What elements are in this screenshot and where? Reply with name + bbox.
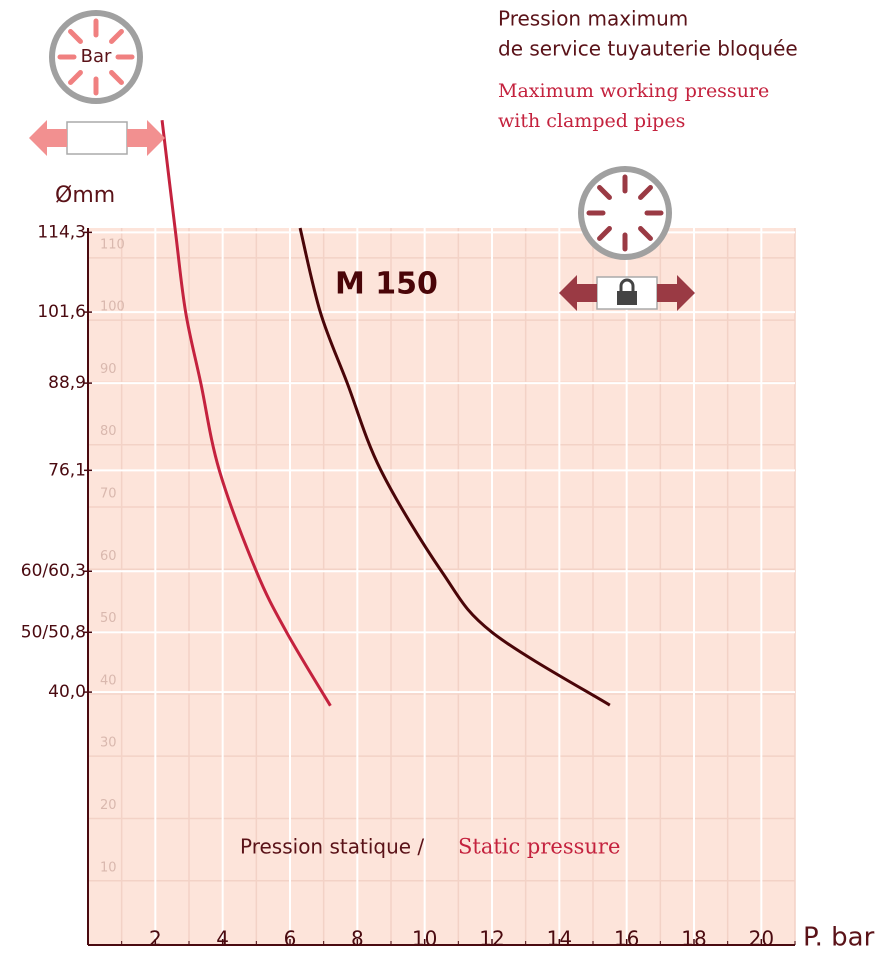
x-tick-label: 14 bbox=[547, 927, 572, 951]
lock-shackle bbox=[619, 278, 635, 291]
minor-y-tick-label: 30 bbox=[100, 736, 117, 751]
y-tick-label: 40,0 bbox=[48, 682, 86, 702]
pipe-arrow bbox=[127, 120, 165, 156]
title-fr: de service tuyauterie bloquée bbox=[498, 37, 798, 61]
x-tick-label: 16 bbox=[614, 927, 639, 951]
icon-arrow bbox=[68, 29, 83, 44]
pipe bbox=[66, 121, 128, 155]
minor-y-tick-label: 40 bbox=[100, 673, 117, 688]
bottom-en: Static pressure bbox=[458, 835, 620, 859]
y-tick-label: 88,9 bbox=[48, 373, 86, 393]
series-label: M 150 bbox=[335, 267, 438, 302]
x-tick-label: 4 bbox=[216, 927, 229, 951]
minor-y-tick-label: 100 bbox=[100, 300, 125, 315]
x-tick-label: 20 bbox=[749, 927, 774, 951]
y-tick-label: 101,6 bbox=[37, 302, 86, 322]
pipe-arrow bbox=[29, 120, 67, 156]
plot-background bbox=[88, 228, 795, 945]
y-tick-label: 60/60,3 bbox=[21, 561, 86, 581]
bottom-fr: Pression statique / bbox=[240, 835, 424, 859]
pipe-arrow bbox=[657, 275, 695, 311]
minor-y-tick-label: 10 bbox=[100, 860, 117, 875]
y-tick-label: 76,1 bbox=[48, 460, 86, 480]
x-tick-label: 6 bbox=[284, 927, 297, 951]
x-tick-label: 12 bbox=[479, 927, 504, 951]
curve bbox=[298, 227, 611, 707]
minor-y-tick-label: 60 bbox=[100, 549, 117, 564]
x-axis-label: P. bar bbox=[803, 923, 875, 953]
lock-body bbox=[617, 291, 637, 305]
y-axis-label: Ømm bbox=[55, 183, 115, 208]
icon-arrow bbox=[109, 70, 124, 85]
minor-y-tick-label: 80 bbox=[100, 424, 117, 439]
pipe-arrow bbox=[559, 275, 597, 311]
minor-y-tick-label: 50 bbox=[100, 611, 117, 626]
icon-arrow bbox=[597, 185, 612, 200]
minor-y-tick-label: 90 bbox=[100, 362, 117, 377]
icon-arrow bbox=[109, 29, 124, 44]
y-tick-label: 50/50,8 bbox=[21, 622, 86, 642]
minor-y-tick-label: 20 bbox=[100, 798, 117, 813]
curve bbox=[160, 120, 332, 707]
icon-label: Bar bbox=[610, 202, 641, 223]
title-en: with clamped pipes bbox=[498, 110, 685, 132]
icon-arrow bbox=[638, 185, 653, 200]
icon-arrow bbox=[68, 70, 83, 85]
icon-arrow bbox=[597, 226, 612, 241]
x-tick-label: 18 bbox=[681, 927, 706, 951]
icon-arrow bbox=[638, 226, 653, 241]
title-fr: Pression maximum bbox=[498, 7, 688, 31]
y-tick-label: 114,3 bbox=[37, 222, 86, 242]
x-tick-label: 10 bbox=[412, 927, 437, 951]
title-en: Maximum working pressure bbox=[498, 80, 769, 102]
x-tick-label: 8 bbox=[351, 927, 364, 951]
minor-y-tick-label: 110 bbox=[100, 237, 125, 252]
minor-y-tick-label: 70 bbox=[100, 486, 117, 501]
x-tick-label: 2 bbox=[149, 927, 162, 951]
icon-label: Bar bbox=[81, 46, 112, 67]
